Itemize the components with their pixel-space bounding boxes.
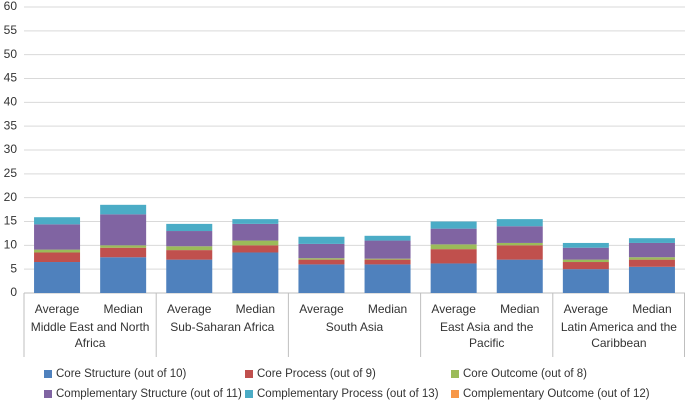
bar-segment [562, 247, 609, 260]
group-label: Middle East and North Africa [30, 320, 150, 350]
y-tick-label: 25 [4, 166, 18, 180]
group-label: Latin America and the Caribbean [560, 320, 677, 350]
bar-segment [562, 259, 609, 263]
x-tick-label: Median [368, 302, 407, 316]
group-label: South Asia [325, 320, 384, 334]
bar-segment [430, 221, 477, 229]
legend-label: Core Process (out of 9) [257, 368, 376, 380]
bar-segment [100, 204, 147, 215]
x-tick-label: Average [564, 302, 609, 316]
legend-entry: Core Outcome (out of 8) [451, 368, 587, 380]
x-tick-label: Median [236, 302, 275, 316]
y-tick-label: 55 [4, 23, 18, 37]
bar-segment [298, 236, 345, 244]
y-tick-label: 10 [4, 238, 18, 252]
legend-swatch [451, 389, 459, 398]
bar-segment [562, 269, 609, 293]
bar-segment [34, 249, 81, 253]
x-tick-label: Average [299, 302, 344, 316]
legend-entry: Complementary Structure (out of 11) [44, 388, 242, 400]
bar-segment [364, 235, 411, 241]
legend-swatch [245, 369, 253, 378]
legend-label: Complementary Structure (out of 11) [56, 388, 242, 400]
bar-segment [166, 231, 213, 247]
legend-entry: Core Process (out of 9) [245, 368, 376, 380]
legend-label: Core Structure (out of 10) [56, 368, 187, 380]
y-tick-label: 35 [4, 118, 18, 132]
bar-segment [34, 262, 81, 293]
bar-segment [100, 247, 147, 258]
bar-segment [562, 262, 609, 270]
legend-label: Complementary Process (out of 13) [257, 388, 439, 400]
y-tick-label: 40 [4, 95, 18, 109]
bar-segment [496, 219, 543, 227]
bar-segment [628, 257, 675, 260]
y-tick-label: 5 [10, 261, 17, 275]
bar-segment [298, 259, 345, 265]
x-tick-label: Median [500, 302, 539, 316]
bar-segment [166, 246, 213, 251]
legend-swatch [44, 389, 52, 398]
bar-segment [562, 242, 609, 248]
legend-entry: Complementary Process (out of 13) [245, 388, 439, 400]
bar-segment [628, 259, 675, 267]
bar-segment [364, 240, 411, 259]
y-tick-label: 45 [4, 71, 18, 85]
group-label: Sub-Saharan Africa [170, 320, 275, 334]
legend-swatch [451, 369, 459, 378]
bar-segment [100, 214, 147, 246]
bar-segment [496, 245, 543, 260]
x-tick-label: Median [103, 302, 142, 316]
bar-segment [628, 242, 675, 258]
bar-segment [364, 259, 411, 265]
bar-segment [430, 263, 477, 293]
bar-segment [496, 259, 543, 293]
legend-swatch [44, 369, 52, 378]
y-tick-label: 50 [4, 47, 18, 61]
bar-segment [232, 245, 279, 253]
bar-segment [100, 257, 147, 293]
bar-segment [232, 252, 279, 293]
bar-segment [430, 244, 477, 250]
y-tick-label: 0 [10, 285, 17, 299]
bar-segment [430, 249, 477, 264]
y-tick-label: 15 [4, 214, 18, 228]
bar-segment [298, 258, 345, 260]
bar-segment [34, 252, 81, 263]
legend-entry: Core Structure (out of 10) [44, 368, 186, 380]
legend-label: Complementary Outcome (out of 12) [463, 388, 650, 400]
legend-entry: Complementary Outcome (out of 12) [451, 388, 650, 400]
x-tick-label: Average [431, 302, 476, 316]
bar-segment [166, 259, 213, 293]
bar-segment [628, 266, 675, 293]
y-tick-label: 20 [4, 190, 18, 204]
bar-segment [298, 243, 345, 259]
bar-segment [496, 226, 543, 243]
bar-segment [232, 223, 279, 241]
bar-segment [430, 228, 477, 245]
bar-segment [628, 238, 675, 243]
bar-segment [100, 245, 147, 248]
bar-segment [496, 242, 543, 246]
bar-segment [364, 264, 411, 293]
y-tick-label: 60 [4, 0, 18, 13]
x-tick-label: Average [35, 302, 80, 316]
group-label: East Asia and the Pacific [439, 320, 534, 350]
x-tick-label: Average [167, 302, 212, 316]
bar-segment [166, 250, 213, 260]
bar-segment [298, 264, 345, 293]
x-tick-label: Median [632, 302, 671, 316]
legend-swatch [245, 389, 253, 398]
y-tick-label: 30 [4, 142, 18, 156]
bar-segment [166, 223, 213, 232]
bar-segment [34, 217, 81, 225]
bar-segment [34, 224, 81, 250]
legend-label: Core Outcome (out of 8) [463, 368, 587, 380]
bar-segment [232, 219, 279, 224]
bar-segment [232, 240, 279, 246]
bar-segment [364, 258, 411, 260]
